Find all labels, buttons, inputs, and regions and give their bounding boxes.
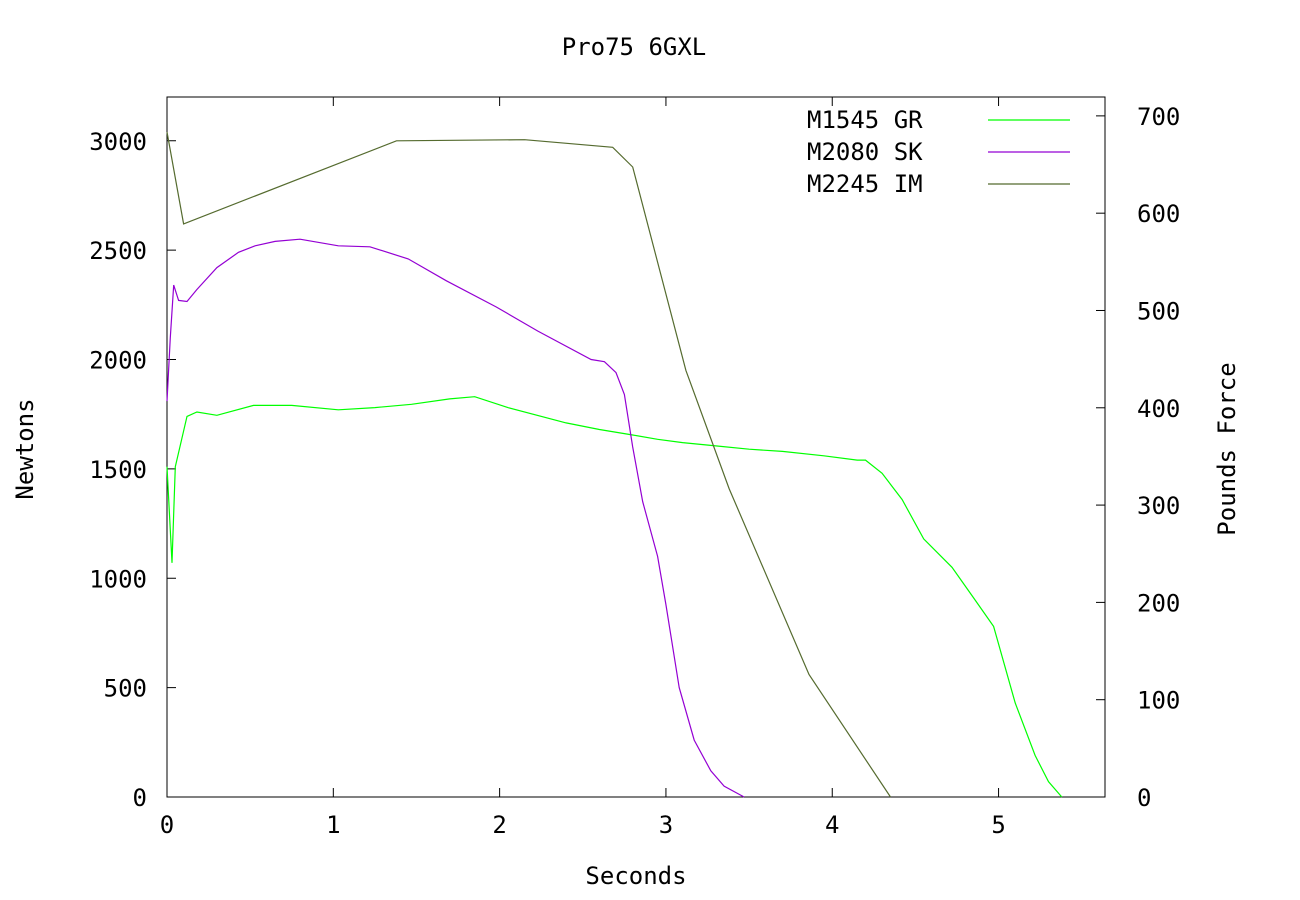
series-line-1: [166, 396, 1063, 798]
y-tick-label: 500: [104, 675, 147, 703]
series-line-3: [166, 131, 891, 798]
y-axis-ticks: 0 500 1000 1500 2000 2500 3000: [89, 128, 176, 812]
legend-label: M2245 IM: [807, 170, 923, 198]
y2-tick-label: 600: [1137, 200, 1180, 228]
y-tick-label: 1000: [89, 565, 147, 593]
y-tick-label: 2000: [89, 347, 147, 375]
y2-tick-label: 300: [1137, 492, 1180, 520]
legend: M1545 GR M2080 SK M2245 IM: [807, 106, 1070, 198]
x-tick-label: 5: [991, 811, 1005, 839]
plot-border: [166, 96, 1106, 798]
y-tick-label: 1500: [89, 456, 147, 484]
y2-tick-label: 100: [1137, 687, 1180, 715]
y-tick-label: 0: [133, 784, 147, 812]
series-line-2: [166, 238, 745, 798]
x-tick-label: 1: [326, 811, 340, 839]
legend-label: M1545 GR: [807, 106, 923, 134]
y-axis-label: Newtons: [11, 398, 39, 499]
y2-tick-label: 400: [1137, 395, 1180, 423]
y-tick-label: 2500: [89, 237, 147, 265]
chart-title: Pro75 6GXL: [562, 33, 707, 61]
y2-axis-label: Pounds Force: [1213, 362, 1241, 535]
x-tick-label: 2: [492, 811, 506, 839]
y2-tick-label: 700: [1137, 103, 1180, 131]
y2-axis-ticks: 0 100 200 300 400 500 600 700: [1096, 103, 1180, 812]
y2-tick-label: 0: [1137, 784, 1151, 812]
legend-label: M2080 SK: [807, 138, 923, 166]
y2-tick-label: 200: [1137, 589, 1180, 617]
y2-tick-label: 500: [1137, 297, 1180, 325]
y-tick-label: 3000: [89, 128, 147, 156]
x-tick-label: 4: [825, 811, 839, 839]
x-axis-label: Seconds: [585, 862, 686, 890]
series-lines: [166, 131, 1063, 798]
x-axis-ticks: 0 1 2 3 4 5: [160, 97, 1006, 839]
x-tick-label: 3: [659, 811, 673, 839]
x-tick-label: 0: [160, 811, 174, 839]
